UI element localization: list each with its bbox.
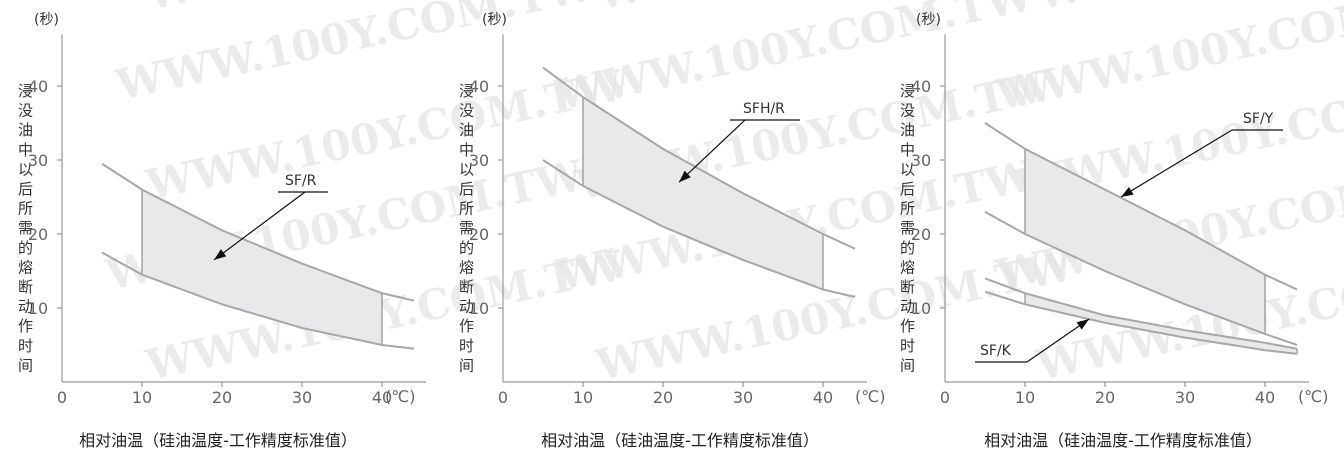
range-band: [1025, 293, 1297, 354]
arrow-head: [214, 249, 227, 260]
y-axis-label: 浸没油中以后所需的熔断动作时间: [18, 82, 33, 374]
curve-line: [984, 277, 1298, 350]
arrow-line: [1026, 318, 1090, 363]
curve-line: [101, 162, 415, 302]
x-tick-label: 0: [57, 388, 67, 407]
arrow-head: [679, 170, 691, 183]
range-band: [142, 189, 382, 345]
arrow-head: [1121, 186, 1134, 197]
x-tick-label: 30: [733, 388, 753, 407]
y-axis-label: 浸没油中以后所需的熔断动作时间: [900, 82, 915, 374]
x-tick-label: 10: [573, 388, 593, 407]
y-tick-label: 10: [28, 299, 48, 318]
band-label: SF/Y: [1243, 111, 1274, 127]
x-tick-label: 20: [653, 388, 673, 407]
curve-line: [984, 210, 1298, 346]
y-tick-label: 40: [469, 77, 489, 96]
y-tick-label: 30: [28, 151, 48, 170]
x-tick-label: 40: [372, 388, 392, 407]
x-tick-label: 20: [1095, 388, 1115, 407]
x-tick-label: 30: [1175, 388, 1195, 407]
y-unit-label: (秒): [916, 12, 941, 28]
x-unit-label: (℃): [1298, 387, 1328, 406]
x-tick-label: 0: [940, 388, 950, 407]
x-axis-label: 相对油温（硅油温度-工作精度标准值）: [79, 431, 357, 450]
x-axis-label: 相对油温（硅油温度-工作精度标准值）: [541, 431, 819, 450]
arrow-line: [1120, 129, 1233, 198]
y-tick-label: 40: [911, 77, 931, 96]
band-label: SF/K: [980, 343, 1012, 359]
x-axis-label: 相对油温（硅油温度-工作精度标准值）: [984, 431, 1262, 450]
y-tick-label: 10: [469, 299, 489, 318]
curve-line: [984, 122, 1298, 291]
curve-line: [542, 66, 856, 250]
x-tick-label: 30: [292, 388, 312, 407]
y-tick-label: 30: [911, 151, 931, 170]
curve-line: [542, 159, 856, 298]
y-tick-label: 30: [469, 151, 489, 170]
x-unit-label: (℃): [855, 387, 885, 406]
curve-line: [101, 251, 415, 350]
y-tick-label: 20: [911, 225, 931, 244]
x-tick-label: 40: [1255, 388, 1275, 407]
y-axis-label: 浸没油中以后所需的熔断动作时间: [459, 82, 474, 374]
y-tick-label: 10: [911, 299, 931, 318]
x-tick-label: 10: [132, 388, 152, 407]
chart-panel-sfhr: (秒) 浸没油中以后所需的熔断动作时间 (℃) 相对油温（硅油温度-工作精度标准…: [459, 12, 885, 450]
range-band: [1025, 148, 1265, 334]
band-label: SFH/R: [743, 101, 785, 117]
arrow-head: [1076, 319, 1089, 330]
y-tick-label: 20: [28, 225, 48, 244]
range-band: [583, 97, 823, 290]
x-unit-label: (℃): [385, 387, 415, 406]
x-tick-label: 10: [1015, 388, 1035, 407]
chart-panel-sfr: (秒) 浸没油中以后所需的熔断动作时间 (℃) 相对油温（硅油温度-工作精度标准…: [18, 12, 426, 450]
y-unit-label: (秒): [34, 12, 59, 28]
x-tick-label: 20: [212, 388, 232, 407]
arrow-line: [213, 191, 306, 261]
y-unit-label: (秒): [482, 12, 507, 28]
curve-line: [984, 290, 1298, 355]
y-tick-label: 20: [469, 225, 489, 244]
x-tick-label: 0: [498, 388, 508, 407]
band-label: SF/R: [285, 173, 317, 189]
arrow-line: [678, 119, 746, 183]
y-tick-label: 40: [28, 77, 48, 96]
x-tick-label: 40: [813, 388, 833, 407]
chart-panel-sfy-sfk: (秒) 浸没油中以后所需的熔断动作时间 (℃) 相对油温（硅油温度-工作精度标准…: [900, 12, 1328, 450]
